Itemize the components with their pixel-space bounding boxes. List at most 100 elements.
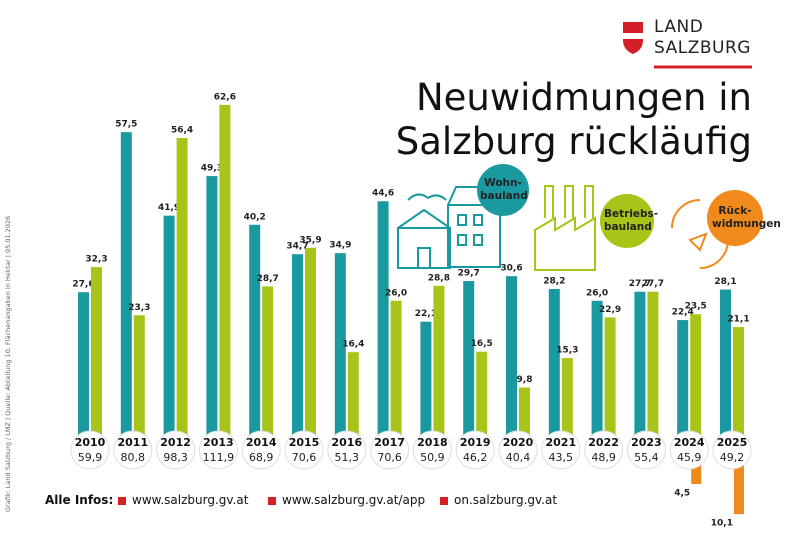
x-tick-label: 2010 [75, 436, 106, 449]
value-label: 10,1 [711, 519, 733, 529]
value-label: 28,7 [257, 274, 279, 284]
x-tick-label: 2025 [717, 436, 748, 449]
legend-label: Betriebs-bauland [604, 208, 659, 233]
title: Salzburg rückläufig [395, 120, 752, 163]
bar [377, 201, 389, 440]
total-circle [198, 430, 238, 470]
bar [390, 300, 402, 440]
link[interactable]: on.salzburg.gv.at [454, 493, 558, 507]
bar [334, 253, 346, 440]
value-label: 15,3 [556, 346, 578, 356]
bar [604, 317, 616, 440]
total-label: 49,2 [720, 451, 745, 464]
total-circle [669, 430, 709, 470]
value-label: 22,4 [672, 308, 694, 318]
total-circle [498, 430, 538, 470]
value-label: 22,9 [599, 305, 621, 315]
total-circle [241, 430, 281, 470]
x-tick-label: 2016 [331, 436, 362, 449]
value-label: 62,6 [214, 92, 236, 102]
x-tick-label: 2021 [545, 436, 576, 449]
value-label: 21,1 [727, 315, 749, 325]
total-circle [712, 430, 752, 470]
value-label: 16,5 [471, 339, 493, 349]
bar [690, 314, 702, 440]
total-circle [626, 430, 666, 470]
total-label: 48,9 [591, 451, 616, 464]
total-label: 40,4 [506, 451, 531, 464]
bullet [268, 497, 276, 505]
bar [420, 321, 432, 440]
value-label: 41,9 [158, 203, 180, 213]
bar [519, 387, 530, 440]
total-label: 59,9 [78, 451, 103, 464]
value-label: 26,0 [586, 288, 608, 298]
bar [433, 285, 445, 440]
bar [262, 286, 274, 440]
value-label: 16,4 [342, 340, 364, 350]
x-tick-label: 2011 [117, 436, 148, 449]
bar [120, 132, 132, 440]
x-tick-label: 2020 [503, 436, 534, 449]
total-label: 111,9 [203, 451, 235, 464]
value-label: 23,5 [685, 302, 707, 312]
total-label: 50,9 [420, 451, 445, 464]
value-label: 49,3 [201, 164, 223, 174]
bar [506, 276, 517, 440]
source-note: Grafik: Land Salzburg / LMZ | Quelle: Ab… [4, 215, 12, 512]
factory-icon [534, 185, 596, 271]
legend-entry: Wohn-bauland [477, 164, 529, 216]
bar [720, 289, 731, 440]
value-label: 34,7 [286, 242, 308, 252]
value-label: 32,3 [85, 255, 107, 265]
logo-text: LAND [654, 17, 704, 37]
value-label: 28,1 [714, 277, 736, 287]
legend-entry: Rück-widmungen [707, 190, 781, 246]
total-label: 68,9 [249, 451, 274, 464]
bar [691, 460, 702, 485]
legend-label: Rück-widmungen [712, 205, 781, 230]
bar [292, 254, 303, 440]
total-label: 43,5 [549, 451, 574, 464]
bar [249, 224, 261, 440]
bar [206, 176, 218, 440]
legend-label: Wohn-bauland [480, 177, 528, 202]
total-circle [584, 430, 624, 470]
bar [647, 291, 659, 440]
value-label: 44,6 [372, 189, 394, 199]
x-tick-label: 2012 [160, 436, 191, 449]
value-label: 30,6 [500, 264, 522, 274]
bar [561, 358, 573, 440]
value-label: 56,4 [171, 126, 193, 136]
total-label: 45,9 [677, 451, 702, 464]
value-label: 4,5 [674, 489, 690, 499]
bar [548, 289, 560, 440]
total-circle [113, 430, 153, 470]
total-label: 70,6 [377, 451, 402, 464]
value-label: 27,7 [629, 279, 651, 289]
value-label: 9,8 [517, 375, 533, 385]
x-tick-label: 2024 [674, 436, 705, 449]
total-label: 80,8 [121, 451, 146, 464]
link[interactable]: www.salzburg.gv.at [132, 493, 249, 507]
total-circle [327, 430, 367, 470]
value-label: 28,2 [543, 277, 565, 287]
bullet [118, 497, 126, 505]
link[interactable]: www.salzburg.gv.at/app [282, 493, 426, 507]
x-tick-label: 2017 [374, 436, 405, 449]
x-tick-label: 2013 [203, 436, 234, 449]
total-label: 51,3 [335, 451, 360, 464]
x-tick-label: 2015 [289, 436, 320, 449]
total-circle [541, 430, 581, 470]
bar [734, 460, 744, 515]
bar [347, 352, 359, 440]
bar [91, 267, 102, 440]
bar [78, 292, 89, 440]
value-label: 26,0 [385, 288, 407, 298]
value-label: 29,7 [458, 268, 480, 278]
bar [733, 327, 744, 440]
total-circle [70, 430, 110, 470]
value-label: 22,1 [415, 309, 437, 319]
bullet [440, 497, 448, 505]
bar [677, 320, 689, 440]
